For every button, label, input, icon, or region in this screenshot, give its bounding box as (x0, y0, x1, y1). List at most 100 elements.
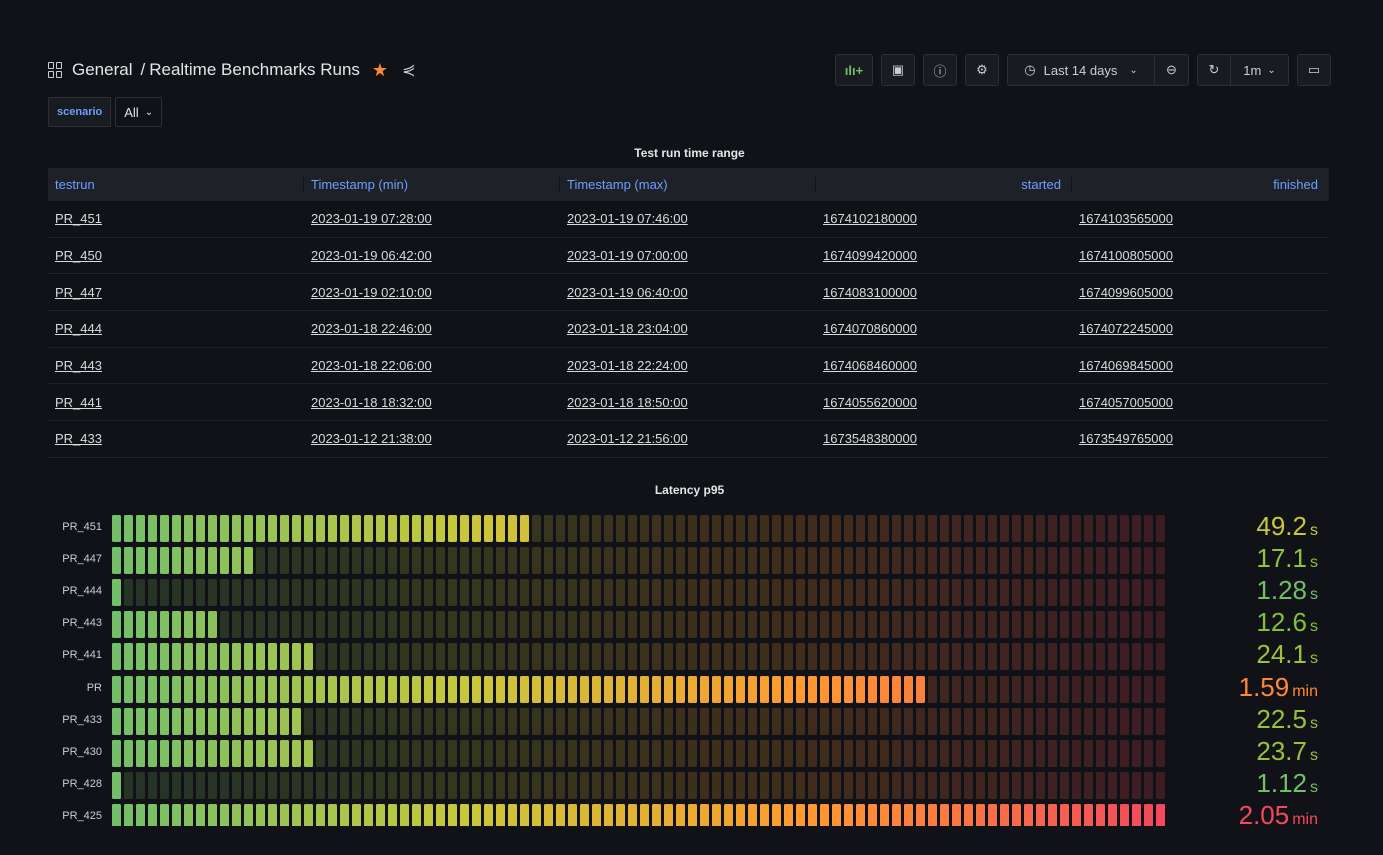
bar-cell-empty (1060, 675, 1069, 703)
bar-gauge[interactable] (111, 803, 1167, 826)
bar-cell-empty (832, 547, 841, 575)
cell-testrun[interactable]: PR_451 (55, 211, 102, 227)
cell-testrun[interactable]: PR_441 (55, 394, 102, 410)
bar-cell-empty (868, 515, 877, 542)
cell-timestamp-max[interactable]: 2023-01-18 18:50:00 (567, 394, 688, 410)
table-row: PR_444 2023-01-18 22:46:00 2023-01-18 23:0… (48, 311, 1329, 348)
cell-testrun[interactable]: PR_433 (55, 431, 102, 447)
bar-cell-filled (124, 675, 133, 703)
bar-cell-filled (112, 739, 121, 767)
cell-testrun[interactable]: PR_447 (55, 284, 102, 300)
cell-started[interactable]: 1674068460000 (823, 358, 917, 374)
bar-gauge[interactable] (111, 546, 1167, 575)
bar-cell-empty (580, 611, 589, 639)
bar-cell-filled (568, 675, 577, 703)
bar-cell-filled (520, 803, 529, 826)
cell-testrun[interactable]: PR_443 (55, 358, 102, 374)
cell-timestamp-max[interactable]: 2023-01-19 06:40:00 (567, 284, 688, 300)
refresh-interval-picker[interactable]: 1m ⌄ (1231, 54, 1289, 86)
bar-cell-empty (268, 611, 277, 639)
dashboard-info-button[interactable]: ⓘ (923, 54, 957, 86)
save-icon: ▣ (891, 62, 905, 77)
bar-cell-empty (376, 611, 385, 639)
table-panel-title[interactable]: Test run time range (634, 146, 745, 160)
bar-cell-empty (892, 579, 901, 607)
cell-finished[interactable]: 1674099605000 (1079, 284, 1173, 300)
tv-mode-button[interactable]: ▭ (1297, 54, 1331, 86)
cell-testrun[interactable]: PR_444 (55, 321, 102, 337)
dashboard-title[interactable]: Realtime Benchmarks Runs (149, 60, 360, 79)
cell-timestamp-min[interactable]: 2023-01-18 22:46:00 (311, 321, 432, 337)
bar-cell-empty (304, 611, 313, 639)
dashboards-grid-icon[interactable] (48, 62, 64, 78)
cell-started[interactable]: 1674055620000 (823, 394, 917, 410)
bar-cell-empty (988, 707, 997, 735)
bar-cell-filled (268, 643, 277, 671)
bar-gauge[interactable] (111, 675, 1167, 704)
cell-testrun[interactable]: PR_450 (55, 248, 102, 264)
save-dashboard-button[interactable]: ▣ (881, 54, 915, 86)
bar-gauge[interactable] (111, 610, 1167, 639)
bar-gauge-row: PR_451 49.2 s (48, 513, 1348, 543)
bar-cell-empty (940, 643, 949, 671)
breadcrumb-folder[interactable]: General (72, 60, 133, 79)
star-icon[interactable]: ★ (371, 59, 389, 80)
bar-cell-filled (916, 803, 925, 826)
cell-finished[interactable]: 1673549765000 (1079, 431, 1173, 447)
time-picker-button[interactable]: ◷ Last 14 days ⌄ (1007, 54, 1155, 86)
dashboard-settings-button[interactable]: ⚙ (965, 54, 999, 86)
cell-timestamp-max[interactable]: 2023-01-18 22:24:00 (567, 358, 688, 374)
bar-cell-filled (448, 515, 457, 542)
chart-title[interactable]: Latency p95 (654, 483, 725, 497)
cell-finished[interactable]: 1674072245000 (1079, 321, 1173, 337)
bar-cell-filled (724, 803, 733, 826)
cell-finished[interactable]: 1674069845000 (1079, 358, 1173, 374)
bar-gauge[interactable] (111, 642, 1167, 671)
bar-cell-empty (664, 771, 673, 799)
cell-timestamp-min[interactable]: 2023-01-19 02:10:00 (311, 284, 432, 300)
cell-timestamp-max[interactable]: 2023-01-19 07:46:00 (567, 211, 688, 227)
zoom-out-button[interactable]: ⊖ (1155, 54, 1189, 86)
variable-select-scenario[interactable]: All ⌄ (115, 97, 163, 127)
cell-finished[interactable]: 1674100805000 (1079, 248, 1173, 264)
cell-timestamp-min[interactable]: 2023-01-19 07:28:00 (311, 211, 432, 227)
cell-timestamp-min[interactable]: 2023-01-12 21:38:00 (311, 431, 432, 447)
cell-finished[interactable]: 1674057005000 (1079, 394, 1173, 410)
bar-gauge[interactable] (111, 514, 1167, 543)
bar-gauge[interactable] (111, 771, 1167, 800)
bar-gauge[interactable] (111, 739, 1167, 768)
cell-started[interactable]: 1674099420000 (823, 248, 917, 264)
bar-gauge[interactable] (111, 707, 1167, 736)
bar-cell-empty (676, 707, 685, 735)
column-header-finished[interactable]: finished (1273, 177, 1318, 192)
data-label-value: 17.1 (1256, 543, 1307, 574)
bar-cell-empty (496, 771, 505, 799)
cell-timestamp-min[interactable]: 2023-01-18 22:06:00 (311, 358, 432, 374)
bar-gauge[interactable] (111, 578, 1167, 607)
column-header-timestamp-min[interactable]: Timestamp (min) (304, 177, 560, 192)
cell-started[interactable]: 1674083100000 (823, 284, 917, 300)
data-label: 22.5 s (1256, 704, 1318, 735)
cell-timestamp-min[interactable]: 2023-01-19 06:42:00 (311, 248, 432, 264)
bar-cell-empty (412, 771, 421, 799)
column-header-testrun[interactable]: testrun (48, 177, 304, 192)
share-icon[interactable]: ⋞ (402, 62, 416, 79)
cell-finished[interactable]: 1674103565000 (1079, 211, 1173, 227)
refresh-button[interactable]: ↻ (1197, 54, 1231, 86)
bar-cell-empty (412, 611, 421, 639)
cell-started[interactable]: 1674102180000 (823, 211, 917, 227)
bar-cell-empty (1048, 739, 1057, 767)
cell-timestamp-max[interactable]: 2023-01-18 23:04:00 (567, 321, 688, 337)
cell-started[interactable]: 1673548380000 (823, 431, 917, 447)
bar-cell-empty (676, 579, 685, 607)
add-panel-button[interactable]: ılı+ (835, 54, 873, 86)
variable-value: All (124, 104, 139, 120)
bar-cell-filled (184, 515, 193, 542)
cell-timestamp-max[interactable]: 2023-01-19 07:00:00 (567, 248, 688, 264)
cell-timestamp-min[interactable]: 2023-01-18 18:32:00 (311, 394, 432, 410)
bar-cell-filled (172, 803, 181, 826)
cell-timestamp-max[interactable]: 2023-01-12 21:56:00 (567, 431, 688, 447)
cell-started[interactable]: 1674070860000 (823, 321, 917, 337)
column-header-timestamp-max[interactable]: Timestamp (max) (560, 177, 816, 192)
column-header-started[interactable]: started (816, 177, 1072, 192)
